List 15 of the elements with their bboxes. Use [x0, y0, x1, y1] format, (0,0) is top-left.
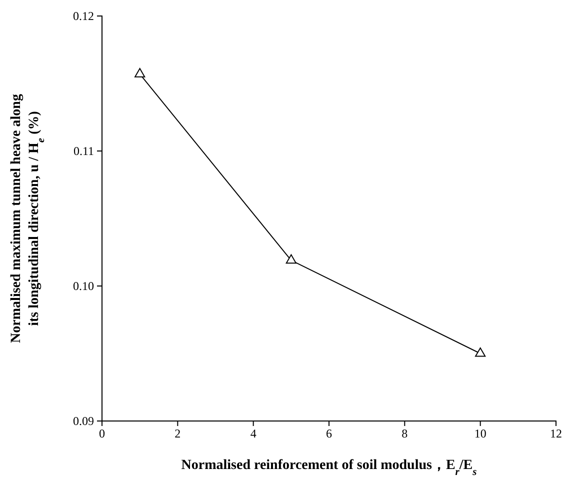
point — [286, 254, 296, 264]
x-tick-label: 10 — [474, 426, 486, 441]
x-axis-title: Normalised reinforcement of soil modulus，E$_{r}$/E$_{s}$ — [181, 458, 477, 478]
y-tick-label: 0.12 — [73, 8, 94, 23]
point — [475, 347, 486, 357]
x-tick-label: 0 — [99, 426, 105, 441]
point — [134, 68, 146, 78]
x-tick-label: 8 — [402, 426, 408, 441]
y-tick-label: 0.10 — [73, 278, 94, 293]
x-tick-label: 2 — [174, 426, 181, 441]
x-tick-label: 6 — [326, 426, 332, 441]
y-tick-label: 0.11 — [73, 144, 94, 158]
y-tick-label: 0.09 — [73, 414, 94, 428]
x-tick-label: 12 — [550, 426, 562, 441]
x-tick-label: 4 — [250, 426, 256, 441]
